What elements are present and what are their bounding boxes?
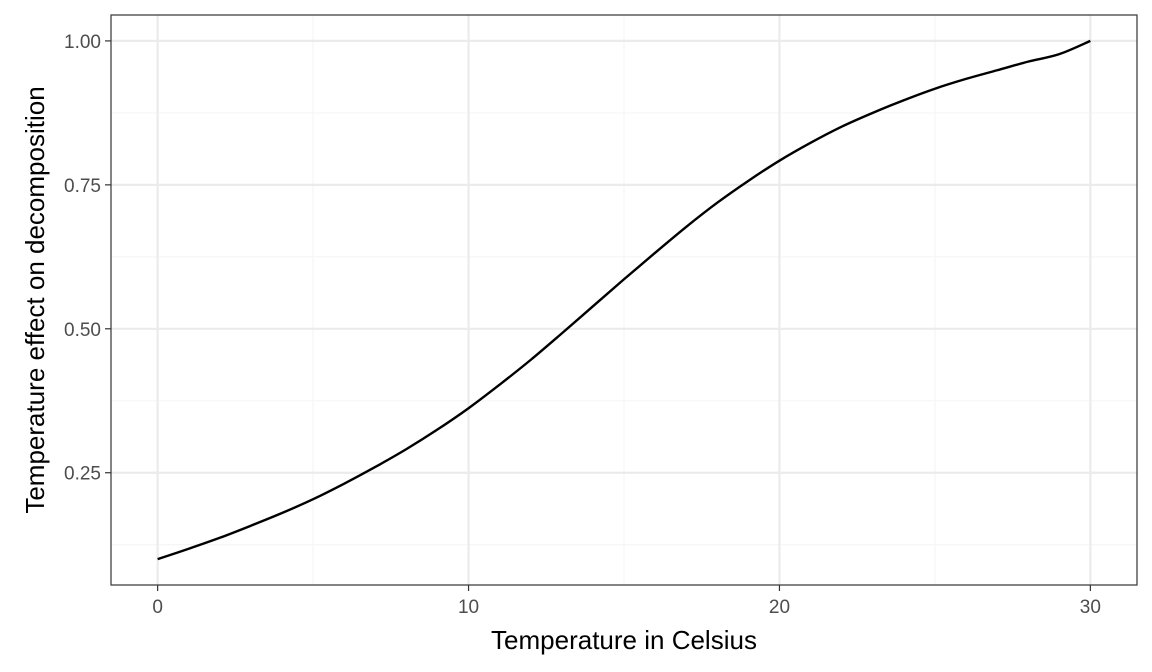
series-layer (157, 39, 1091, 561)
series-line (157, 39, 1091, 561)
y-axis-title: Temperature effect on decomposition (20, 86, 50, 513)
y-tick-label: 0.75 (64, 176, 101, 197)
panel-border (110, 14, 1138, 586)
y-axis: 0.25 0.50 0.75 1.00 (64, 32, 111, 485)
major-grid (111, 15, 1137, 585)
x-tick-label: 20 (769, 597, 790, 618)
x-tick-label: 0 (152, 597, 163, 618)
y-tick-label: 1.00 (64, 32, 101, 53)
x-axis-title: Temperature in Celsius (491, 625, 757, 655)
x-tick-label: 10 (458, 597, 479, 618)
minor-grid (111, 15, 1137, 585)
y-tick-label: 0.25 (64, 464, 101, 485)
x-tick-label: 30 (1080, 597, 1101, 618)
x-axis: 0 10 20 30 (152, 585, 1101, 618)
y-tick-label: 0.50 (64, 320, 101, 341)
